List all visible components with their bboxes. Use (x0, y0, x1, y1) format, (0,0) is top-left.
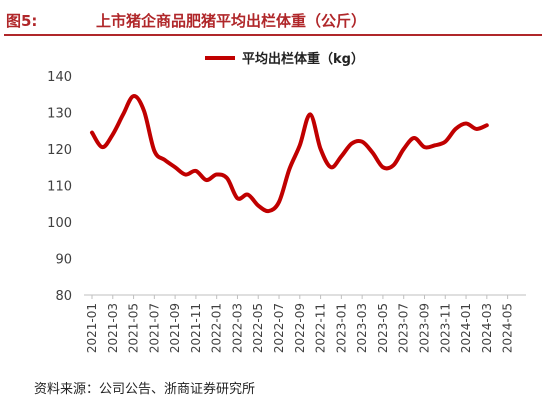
x-tick-label: 2024-05 (501, 303, 515, 353)
y-tick-label: 120 (47, 143, 72, 158)
y-axis: 80 90 100 110 120 130 140 (47, 70, 72, 304)
y-tick-label: 90 (55, 253, 72, 268)
legend: 平均出栏体重（kg） (205, 51, 364, 67)
x-tick-label: 2021-09 (168, 303, 182, 353)
x-tick-label: 2023-03 (355, 303, 369, 353)
x-tick-label: 2021-03 (106, 303, 120, 353)
legend-label: 平均出栏体重（kg） (242, 51, 364, 67)
x-tick-label: 2023-01 (334, 303, 348, 353)
x-tick-label: 2023-11 (438, 303, 452, 353)
x-tick-label: 2023-09 (417, 303, 431, 353)
y-tick-label: 80 (55, 289, 72, 304)
x-tick-label: 2024-01 (459, 303, 473, 353)
x-tick-label: 2023-05 (376, 303, 390, 353)
x-tick-label: 2022-11 (314, 303, 328, 353)
x-tick-label: 2022-09 (293, 303, 307, 353)
x-axis: 2021-01 2021-03 2021-05 2021-07 2021-09 2021-… (84, 294, 526, 353)
x-tick-label: 2022-05 (251, 303, 265, 353)
plot-area (90, 94, 489, 214)
x-tick-label: 2021-11 (189, 303, 203, 353)
x-tick-label: 2022-07 (272, 303, 286, 353)
y-tick-label: 100 (47, 216, 72, 231)
figure-header: 图5: 上市猪企商品肥猪平均出栏体重（公斤） (4, 4, 542, 36)
header-rule (4, 34, 542, 36)
y-tick-label: 110 (47, 180, 72, 195)
figure-title: 上市猪企商品肥猪平均出栏体重（公斤） (96, 12, 367, 30)
x-tick-label: 2021-05 (127, 303, 141, 353)
source-note: 资料来源：公司公告、浙商证券研究所 (34, 382, 256, 397)
series-line (90, 94, 489, 214)
x-tick-label: 2021-07 (147, 303, 161, 353)
x-tick-label: 2021-01 (85, 303, 99, 353)
y-tick-label: 140 (47, 70, 72, 85)
x-tick-label: 2022-01 (210, 303, 224, 353)
figure-label: 图5: (6, 12, 38, 30)
y-tick-label: 130 (47, 107, 72, 122)
x-tick-label: 2023-07 (397, 303, 411, 353)
x-tick-label: 2022-03 (230, 303, 244, 353)
x-tick-label: 2024-03 (480, 303, 494, 353)
